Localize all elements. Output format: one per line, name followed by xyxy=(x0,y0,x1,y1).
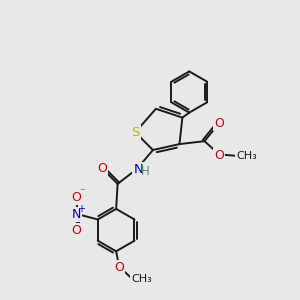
Text: O: O xyxy=(71,191,81,204)
Text: N: N xyxy=(72,208,81,221)
Text: N: N xyxy=(133,163,143,176)
Text: ⁻: ⁻ xyxy=(79,188,85,197)
Text: O: O xyxy=(114,261,124,274)
Text: CH₃: CH₃ xyxy=(236,151,257,161)
Text: O: O xyxy=(214,117,224,130)
Text: O: O xyxy=(214,149,224,162)
Text: H: H xyxy=(141,165,150,178)
Text: S: S xyxy=(131,126,140,139)
Text: O: O xyxy=(71,224,81,238)
Text: CH₃: CH₃ xyxy=(131,274,152,284)
Text: +: + xyxy=(77,204,85,214)
Text: O: O xyxy=(97,162,107,175)
